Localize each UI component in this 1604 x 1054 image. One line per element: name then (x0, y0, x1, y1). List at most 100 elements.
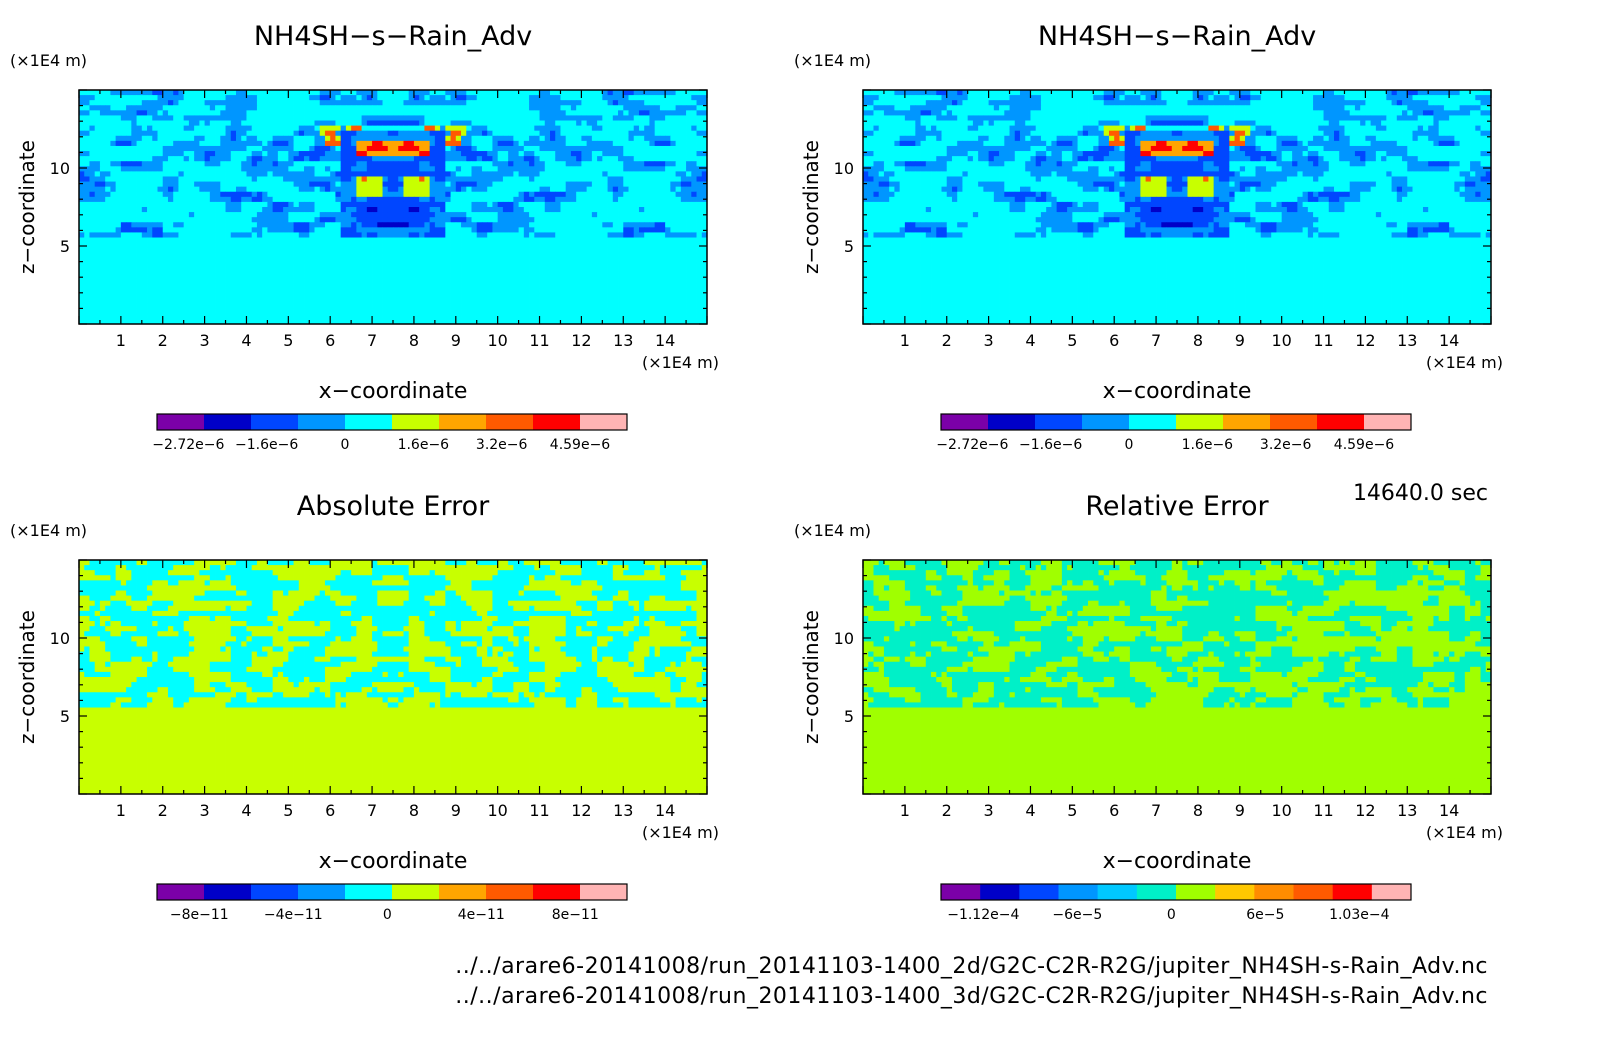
heatmap-cell (492, 278, 498, 283)
heatmap-cell (676, 126, 682, 131)
heatmap-cell (634, 273, 640, 278)
heatmap-cell (84, 110, 90, 115)
heatmap-cell (492, 283, 498, 288)
heatmap-cell (435, 258, 441, 263)
heatmap-cell (613, 131, 619, 136)
heatmap-cell (393, 232, 399, 237)
heatmap-cell (414, 227, 420, 232)
heatmap-cell (178, 258, 184, 263)
heatmap-cell (398, 263, 404, 268)
heatmap-cell (278, 212, 284, 217)
heatmap-cell (105, 197, 111, 202)
heatmap-cell (205, 273, 211, 278)
heatmap-cell (283, 115, 289, 120)
heatmap-cell (534, 238, 540, 243)
heatmap-cell (205, 151, 211, 156)
heatmap-cell (581, 207, 587, 212)
heatmap-cell (226, 105, 232, 110)
heatmap-cell (194, 283, 200, 288)
heatmap-cell (472, 141, 478, 146)
heatmap-cell (629, 121, 635, 126)
heatmap-cell (639, 217, 645, 222)
heatmap-cell (273, 273, 279, 278)
heatmap-cell (220, 95, 226, 100)
heatmap-cell (461, 136, 467, 141)
heatmap-cell (608, 105, 614, 110)
heatmap-cell (147, 212, 153, 217)
heatmap-cell (445, 243, 451, 248)
heatmap-cell (503, 121, 509, 126)
heatmap-cell (294, 283, 300, 288)
heatmap-cell (461, 90, 467, 95)
heatmap-cell (524, 95, 530, 100)
heatmap-cell (346, 217, 352, 222)
heatmap-cell (273, 110, 279, 115)
heatmap-cell (524, 100, 530, 105)
heatmap-cell (555, 115, 561, 120)
heatmap-cell (613, 100, 619, 105)
heatmap-cell (126, 212, 132, 217)
heatmap-cell (623, 126, 629, 131)
heatmap-cell (184, 248, 190, 253)
heatmap-cell (226, 115, 232, 120)
heatmap-cell (409, 227, 415, 232)
heatmap-cell (184, 217, 190, 222)
heatmap-cell (362, 238, 368, 243)
heatmap-cell (283, 288, 289, 293)
heatmap-cell (513, 232, 519, 237)
heatmap-cell (267, 100, 273, 105)
heatmap-cell (95, 136, 101, 141)
heatmap-cell (273, 238, 279, 243)
heatmap-cell (184, 273, 190, 278)
heatmap-cell (278, 182, 284, 187)
heatmap-cell (330, 151, 336, 156)
heatmap-cell (571, 100, 577, 105)
heatmap-cell (341, 161, 347, 166)
heatmap-cell (430, 95, 436, 100)
heatmap-cell (84, 232, 90, 237)
heatmap-cell (691, 176, 697, 181)
heatmap-cell (508, 227, 514, 232)
heatmap-cell (487, 222, 493, 227)
heatmap-cell (173, 126, 179, 131)
heatmap-cell (477, 258, 483, 263)
heatmap-cell (126, 187, 132, 192)
heatmap-cell (377, 232, 383, 237)
heatmap-cell (498, 176, 504, 181)
heatmap-cell (152, 136, 158, 141)
heatmap-cell (393, 105, 399, 110)
heatmap-cell (618, 273, 624, 278)
heatmap-cell (634, 156, 640, 161)
heatmap-cell (697, 273, 703, 278)
heatmap-cell (529, 288, 535, 293)
heatmap-cell (592, 253, 598, 258)
heatmap-cell (560, 156, 566, 161)
heatmap-cell (639, 278, 645, 283)
heatmap-cell (330, 212, 336, 217)
heatmap-cell (304, 207, 310, 212)
heatmap-cell (309, 131, 315, 136)
heatmap-cell (419, 161, 425, 166)
heatmap-cell (178, 166, 184, 171)
heatmap-cell (309, 283, 315, 288)
heatmap-cell (602, 227, 608, 232)
heatmap-cell (372, 121, 378, 126)
heatmap-cell (147, 283, 153, 288)
heatmap-cell (524, 232, 530, 237)
heatmap-cell (697, 115, 703, 120)
heatmap-cell (508, 90, 514, 95)
heatmap-cell (581, 288, 587, 293)
heatmap-cell (440, 238, 446, 243)
heatmap-cell (163, 268, 169, 273)
heatmap-cell (194, 238, 200, 243)
heatmap-cell (608, 187, 614, 192)
heatmap-cell (513, 248, 519, 253)
heatmap-cell (346, 299, 352, 304)
heatmap-cell (320, 212, 326, 217)
heatmap-cell (503, 232, 509, 237)
heatmap-cell (372, 222, 378, 227)
heatmap-cell (498, 288, 504, 293)
heatmap-cell (236, 95, 242, 100)
heatmap-cell (194, 126, 200, 131)
heatmap-cell (304, 161, 310, 166)
